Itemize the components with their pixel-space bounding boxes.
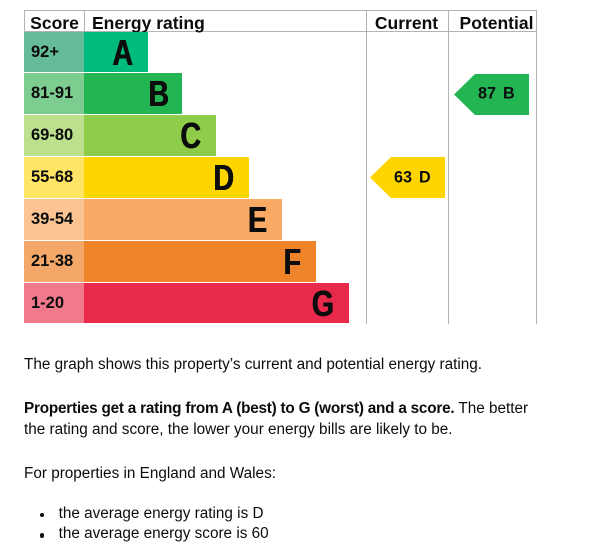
svg-text:B: B bbox=[503, 84, 515, 102]
svg-text:63: 63 bbox=[394, 169, 412, 187]
svg-text:D: D bbox=[419, 169, 431, 187]
svg-text:87: 87 bbox=[478, 84, 496, 102]
